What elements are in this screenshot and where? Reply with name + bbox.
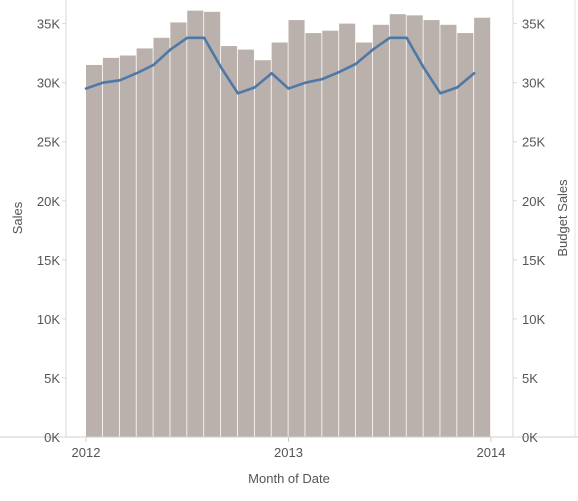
bar-2013-07 — [390, 14, 406, 437]
right-axis-title: Budget Sales — [555, 179, 570, 257]
right-tick-label: 10K — [522, 312, 545, 327]
left-tick-label: 30K — [37, 76, 60, 91]
bar-2012-08 — [204, 12, 220, 437]
bar-2013-12 — [474, 18, 490, 437]
right-tick-label: 5K — [522, 371, 538, 386]
left-tick-label: 25K — [37, 135, 60, 150]
bar-2012-07 — [187, 11, 203, 437]
bar-2012-06 — [170, 22, 186, 437]
left-axis-title: Sales — [10, 201, 25, 234]
bar-2012-10 — [238, 50, 254, 437]
left-tick-label: 35K — [37, 17, 60, 32]
bar-2012-02 — [103, 58, 119, 437]
bar-2012-12 — [272, 43, 288, 437]
bar-2013-04 — [339, 24, 355, 437]
left-tick-label: 0K — [44, 430, 60, 445]
bar-2012-11 — [255, 60, 271, 437]
right-tick-label: 30K — [522, 76, 545, 91]
right-tick-label: 20K — [522, 194, 545, 209]
bar-2013-02 — [305, 33, 321, 437]
bar-2012-03 — [120, 56, 136, 437]
left-tick-label: 10K — [37, 312, 60, 327]
bar-2013-08 — [407, 15, 423, 437]
bar-2012-05 — [154, 38, 170, 437]
left-tick-label: 20K — [37, 194, 60, 209]
bar-2013-11 — [457, 33, 473, 437]
right-tick-label: 25K — [522, 135, 545, 150]
right-tick-label: 15K — [522, 253, 545, 268]
x-axis-title: Month of Date — [248, 471, 330, 486]
bar-2013-10 — [440, 25, 456, 437]
right-tick-label: 35K — [522, 17, 545, 32]
x-tick-label: 2014 — [477, 445, 506, 460]
bar-2012-01 — [86, 65, 102, 437]
right-tick-label: 0K — [522, 430, 538, 445]
bar-2012-09 — [221, 46, 237, 437]
bar-2013-06 — [373, 25, 389, 437]
x-tick-label: 2012 — [72, 445, 101, 460]
bar-2012-04 — [137, 48, 153, 437]
left-tick-label: 15K — [37, 253, 60, 268]
left-tick-label: 5K — [44, 371, 60, 386]
bar-2013-05 — [356, 43, 372, 437]
bar-2013-03 — [322, 31, 338, 437]
bar-2013-09 — [424, 20, 440, 437]
x-tick-label: 2013 — [274, 445, 303, 460]
